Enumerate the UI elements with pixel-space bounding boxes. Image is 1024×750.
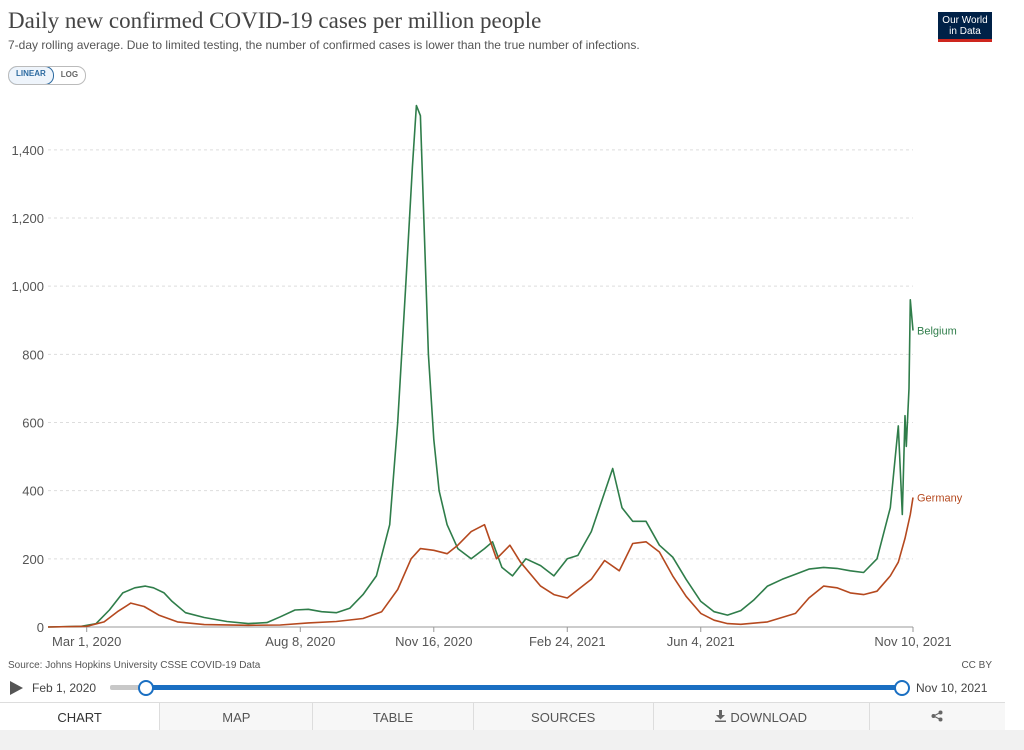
tab-chart[interactable]: CHART — [0, 703, 161, 731]
y-tick-label: 400 — [22, 484, 44, 499]
tab-table-label: TABLE — [372, 709, 414, 725]
y-tick-label: 1,400 — [11, 143, 44, 158]
share-icon — [931, 710, 943, 725]
x-tick-label: Jun 4, 2021 — [667, 634, 735, 649]
tab-sources-label: SOURCES — [531, 709, 596, 725]
line-chart: 0 200 400 600 800 1,000 1,200 1,400 Mar 1, 2020… — [11, 104, 963, 649]
license-label[interactable]: CC BY — [961, 660, 992, 671]
y-tick-label: 1,200 — [11, 211, 44, 226]
tab-chart-label: CHART — [57, 709, 102, 725]
y-tick-label: 200 — [22, 552, 44, 567]
x-tick-label: Nov 16, 2020 — [395, 634, 472, 649]
timeline-start-label: Feb 1, 2020 — [32, 681, 97, 695]
series-label-germany: Germany — [917, 492, 963, 504]
chart-title: Daily new confirmed COVID-19 cases per m… — [8, 8, 542, 33]
tab-table[interactable]: TABLE — [313, 703, 474, 731]
footer-strip — [0, 730, 1024, 750]
owid-logo[interactable]: Our World in Data — [938, 12, 992, 42]
tab-map-label: MAP — [222, 709, 251, 725]
timeline-end-handle[interactable] — [894, 680, 910, 696]
y-tick-label: 800 — [22, 347, 44, 362]
series-line-germany — [47, 497, 914, 628]
timeline-end-label: Nov 10, 2021 — [916, 681, 988, 695]
x-tick-label: Aug 8, 2020 — [265, 634, 335, 649]
download-icon — [715, 709, 727, 725]
timeline-start-handle[interactable] — [138, 680, 154, 696]
series-label-belgium: Belgium — [917, 325, 957, 337]
linear-scale-button[interactable]: LINEAR — [9, 67, 54, 84]
play-icon[interactable] — [10, 681, 23, 695]
y-tick-label: 0 — [37, 620, 44, 635]
tab-sources[interactable]: SOURCES — [474, 703, 654, 731]
x-tick-label: Feb 24, 2021 — [529, 634, 606, 649]
timeline-track-active[interactable] — [146, 685, 902, 690]
log-scale-button[interactable]: LOG — [60, 70, 79, 79]
tab-download[interactable]: DOWNLOAD — [654, 703, 870, 731]
y-tick-label: 1,000 — [11, 279, 44, 294]
x-tick-label: Mar 1, 2020 — [52, 634, 121, 649]
series-line-belgium — [47, 104, 914, 628]
chart-subtitle: 7-day rolling average. Due to limited te… — [8, 38, 640, 52]
tab-bar: CHART MAP TABLE SOURCES DOWNLOAD — [0, 702, 1005, 731]
source-note[interactable]: Source: Johns Hopkins University CSSE CO… — [8, 660, 261, 671]
timeline-track-inactive[interactable] — [110, 685, 146, 690]
timeline-slider: Feb 1, 2020 Nov 10, 2021 — [0, 676, 1024, 700]
x-tick-label: Nov 10, 2021 — [874, 634, 951, 649]
scale-toggle: LINEAR LOG — [8, 66, 87, 85]
tab-map[interactable]: MAP — [160, 703, 314, 731]
share-button[interactable] — [870, 703, 1005, 731]
tab-download-label: DOWNLOAD — [730, 709, 807, 725]
y-tick-label: 600 — [22, 415, 44, 430]
